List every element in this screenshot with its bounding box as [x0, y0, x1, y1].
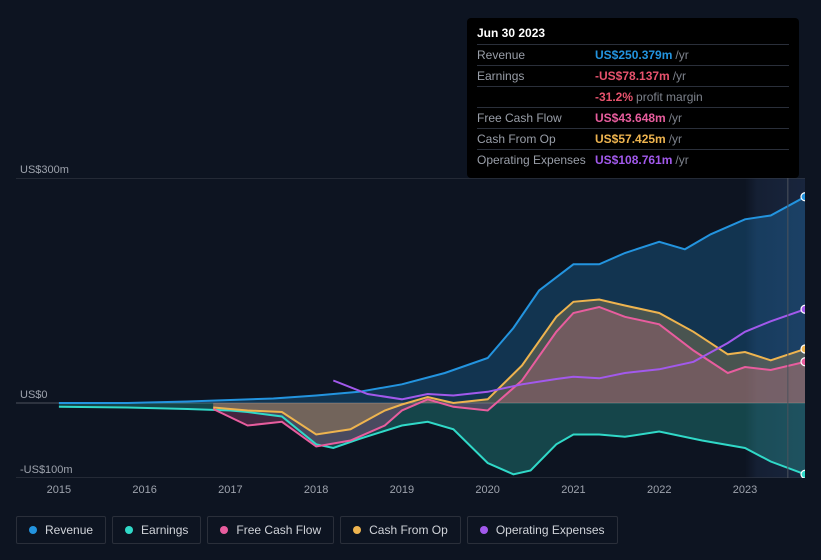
series-endpoint[interactable] — [801, 305, 805, 313]
chart-legend: Revenue Earnings Free Cash Flow Cash From O… — [16, 516, 618, 544]
tooltip-row-label: Revenue — [477, 47, 595, 63]
y-tick-label: US$0 — [20, 389, 48, 401]
x-tick-label: 2020 — [475, 484, 499, 496]
tooltip-row-value: -31.2% — [595, 90, 633, 104]
tooltip-row-value: US$43.648m — [595, 111, 666, 125]
tooltip-row-suffix: /yr — [669, 111, 682, 125]
legend-dot-icon — [29, 526, 37, 534]
chart-tooltip: Jun 30 2023 RevenueUS$250.379m/yrEarning… — [467, 18, 799, 178]
legend-dot-icon — [353, 526, 361, 534]
series-endpoint[interactable] — [801, 470, 805, 478]
legend-label: Cash From Op — [369, 523, 448, 537]
financials-chart[interactable]: US$300mUS$0-US$100m 20152016201720182019… — [16, 160, 805, 480]
legend-item-cash-from-op[interactable]: Cash From Op — [340, 516, 461, 544]
y-tick-label: -US$100m — [20, 464, 73, 476]
tooltip-row-label — [477, 89, 595, 105]
legend-label: Free Cash Flow — [236, 523, 321, 537]
x-tick-label: 2016 — [132, 484, 156, 496]
tooltip-row-label: Cash From Op — [477, 131, 595, 147]
tooltip-row-value: US$57.425m — [595, 132, 666, 146]
x-tick-label: 2019 — [390, 484, 414, 496]
x-tick-label: 2022 — [647, 484, 671, 496]
tooltip-row: Free Cash FlowUS$43.648m/yr — [477, 107, 789, 128]
tooltip-row-label: Earnings — [477, 68, 595, 84]
legend-item-revenue[interactable]: Revenue — [16, 516, 106, 544]
x-tick-label: 2023 — [733, 484, 757, 496]
x-tick-label: 2017 — [218, 484, 242, 496]
series-endpoint[interactable] — [801, 193, 805, 201]
series-endpoint[interactable] — [801, 358, 805, 366]
tooltip-row-label: Free Cash Flow — [477, 110, 595, 126]
legend-dot-icon — [480, 526, 488, 534]
legend-label: Earnings — [141, 523, 188, 537]
x-tick-label: 2021 — [561, 484, 585, 496]
y-tick-label: US$300m — [20, 164, 69, 176]
tooltip-row-suffix: /yr — [675, 48, 688, 62]
legend-label: Operating Expenses — [496, 523, 605, 537]
legend-dot-icon — [125, 526, 133, 534]
legend-label: Revenue — [45, 523, 93, 537]
x-tick-label: 2015 — [47, 484, 71, 496]
tooltip-row: -31.2%profit margin — [477, 86, 789, 107]
legend-dot-icon — [220, 526, 228, 534]
plot-content — [16, 178, 805, 478]
tooltip-row: RevenueUS$250.379m/yr — [477, 44, 789, 65]
tooltip-rows: RevenueUS$250.379m/yrEarnings-US$78.137m… — [477, 44, 789, 170]
chart-plot[interactable] — [16, 178, 805, 478]
legend-item-operating-expenses[interactable]: Operating Expenses — [467, 516, 618, 544]
legend-item-earnings[interactable]: Earnings — [112, 516, 201, 544]
tooltip-row-value: -US$78.137m — [595, 69, 670, 83]
legend-item-free-cash-flow[interactable]: Free Cash Flow — [207, 516, 334, 544]
tooltip-date: Jun 30 2023 — [477, 24, 789, 44]
tooltip-row-value: US$250.379m — [595, 48, 672, 62]
tooltip-row-suffix: /yr — [669, 132, 682, 146]
tooltip-row: Cash From OpUS$57.425m/yr — [477, 128, 789, 149]
series-endpoint[interactable] — [801, 345, 805, 353]
tooltip-row-suffix: profit margin — [636, 90, 703, 104]
x-tick-label: 2018 — [304, 484, 328, 496]
tooltip-row: Earnings-US$78.137m/yr — [477, 65, 789, 86]
tooltip-row-suffix: /yr — [673, 69, 686, 83]
